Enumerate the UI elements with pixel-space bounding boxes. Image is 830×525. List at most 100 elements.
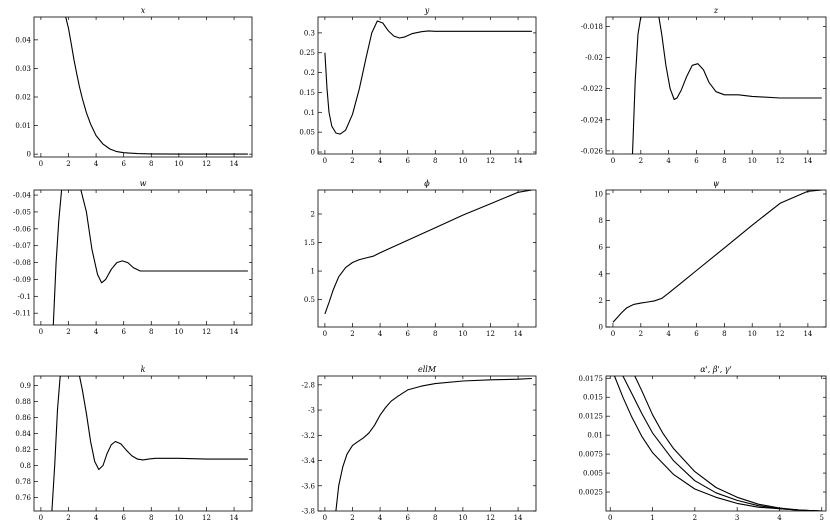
x-tick-label: 2 — [66, 514, 70, 522]
y-tick-label: -0.09 — [13, 276, 31, 284]
x-tick-label: 0 — [611, 157, 615, 165]
plot-frame — [33, 189, 253, 326]
y-tick-label: -0.018 — [581, 23, 603, 31]
y-tick-label: 2 — [599, 297, 603, 305]
y-tick-label: 0.76 — [15, 494, 31, 502]
x-tick-label: 10 — [458, 157, 467, 165]
x-tick-label: 8 — [433, 157, 437, 165]
y-tick-label: -0.04 — [13, 192, 31, 200]
chart-panel-1: x 0 2 4 6 8 10 12 14 0 0.01 0.02 0.03 0.04 — [15, 6, 253, 168]
y-tick-label: 0.05 — [299, 129, 315, 137]
y-tick-label: 6 — [599, 244, 604, 252]
series-line-1 — [631, 17, 822, 154]
y-tick-label: -0.07 — [13, 242, 31, 250]
x-tick-label: 10 — [174, 160, 183, 168]
y-tick-label: 0.9 — [20, 382, 31, 390]
y-tick-label: 0.1 — [304, 109, 315, 117]
x-tick-label: 4 — [94, 328, 99, 336]
y-tick-label: 0.82 — [15, 446, 31, 454]
x-tick-label: 0 — [323, 514, 327, 522]
x-tick-label: 14 — [230, 514, 239, 522]
x-tick-label: 14 — [514, 514, 523, 522]
x-tick-label: 4 — [378, 514, 383, 522]
x-tick-label: 2 — [693, 514, 697, 522]
series-line-1 — [52, 190, 248, 325]
plot-frame — [605, 375, 827, 512]
chart-title: ellM — [418, 365, 437, 374]
y-tick-label: 2 — [311, 210, 315, 218]
plot-frame — [33, 16, 253, 158]
y-tick-label: 1.5 — [304, 239, 315, 247]
x-tick-label: 14 — [230, 160, 239, 168]
y-tick-label: 0.3 — [304, 29, 315, 37]
x-tick-label: 8 — [433, 514, 437, 522]
chart-panel-6: ψ 0 2 4 6 8 10 12 14 0 2 4 6 8 10 — [594, 179, 827, 338]
x-tick-label: 6 — [121, 328, 126, 336]
series-line-1 — [65, 17, 248, 155]
series-line-1 — [324, 20, 532, 135]
x-tick-label: 12 — [202, 328, 211, 336]
x-tick-label: 0 — [39, 328, 43, 336]
chart-title: x — [141, 6, 146, 15]
y-tick-label: 0.005 — [583, 470, 603, 478]
x-tick-label: 14 — [803, 330, 812, 338]
plot-frame — [317, 375, 537, 512]
x-tick-label: 12 — [776, 157, 785, 165]
x-tick-label: 14 — [230, 328, 239, 336]
x-tick-label: 14 — [514, 157, 523, 165]
x-tick-label: 4 — [94, 514, 99, 522]
chart-panel-2: y 0 2 4 6 8 10 12 14 0 0.05 0.1 0.15 0.2 0.25 0.3 — [299, 6, 537, 165]
x-tick-label: 10 — [458, 330, 467, 338]
series-line-1 — [612, 190, 822, 323]
chart-title: z — [713, 6, 719, 15]
y-tick-label: 0.03 — [15, 65, 31, 73]
x-tick-label: 6 — [121, 160, 126, 168]
x-tick-label: 14 — [803, 157, 812, 165]
x-tick-label: 0 — [39, 160, 43, 168]
chart-panel-8: ellM 0 2 4 6 8 10 12 14 -2.8 -3 -3.2 -3.4 -3.6 -3.8 — [302, 365, 537, 522]
chart-title: ϕ — [424, 179, 430, 188]
series-line-3 — [634, 376, 822, 511]
y-tick-label: 0.015 — [583, 394, 603, 402]
x-tick-label: 4 — [666, 157, 671, 165]
y-tick-label: 0.25 — [299, 49, 315, 57]
y-tick-label: 0.8 — [20, 462, 31, 470]
x-tick-label: 4 — [666, 330, 671, 338]
plot-frame — [605, 189, 827, 328]
y-tick-label: 0.78 — [15, 478, 31, 486]
x-tick-label: 2 — [350, 514, 354, 522]
y-tick-label: 0.02 — [15, 94, 31, 102]
chart-title: α', β', γ' — [700, 365, 732, 374]
y-tick-label: 0.01 — [587, 432, 603, 440]
x-tick-label: 12 — [202, 514, 211, 522]
y-tick-label: 0 — [311, 149, 315, 157]
y-tick-label: -0.06 — [13, 225, 31, 233]
x-tick-label: 2 — [66, 160, 70, 168]
y-tick-label: 0.0125 — [579, 413, 604, 421]
y-tick-label: -0.026 — [581, 147, 604, 155]
x-tick-label: 12 — [776, 330, 785, 338]
y-tick-label: 0.04 — [15, 36, 31, 44]
chart-title: y — [424, 6, 430, 15]
x-tick-label: 8 — [149, 514, 153, 522]
x-tick-label: 6 — [405, 157, 410, 165]
x-tick-label: 0 — [611, 330, 615, 338]
x-tick-label: 8 — [722, 330, 726, 338]
y-tick-label: -3.8 — [302, 508, 316, 516]
series-line-2 — [622, 376, 822, 511]
chart-title: ψ — [713, 179, 720, 188]
y-tick-label: -0.1 — [18, 293, 32, 301]
y-tick-label: 0.0025 — [579, 489, 604, 497]
y-tick-label: 0.5 — [304, 296, 315, 304]
y-tick-label: -3.4 — [302, 457, 316, 465]
x-tick-label: 12 — [486, 330, 495, 338]
x-tick-label: 1 — [650, 514, 654, 522]
x-tick-label: 3 — [735, 514, 739, 522]
chart-panel-4: w 0 2 4 6 8 10 12 14 -0.04 -0.05 -0.06 -0.07 -0.08 -0.… — [13, 179, 253, 336]
x-tick-label: 14 — [514, 330, 523, 338]
x-tick-label: 0 — [323, 157, 327, 165]
chart-title: k — [141, 365, 146, 374]
x-tick-label: 2 — [639, 157, 643, 165]
x-tick-label: 6 — [121, 514, 126, 522]
